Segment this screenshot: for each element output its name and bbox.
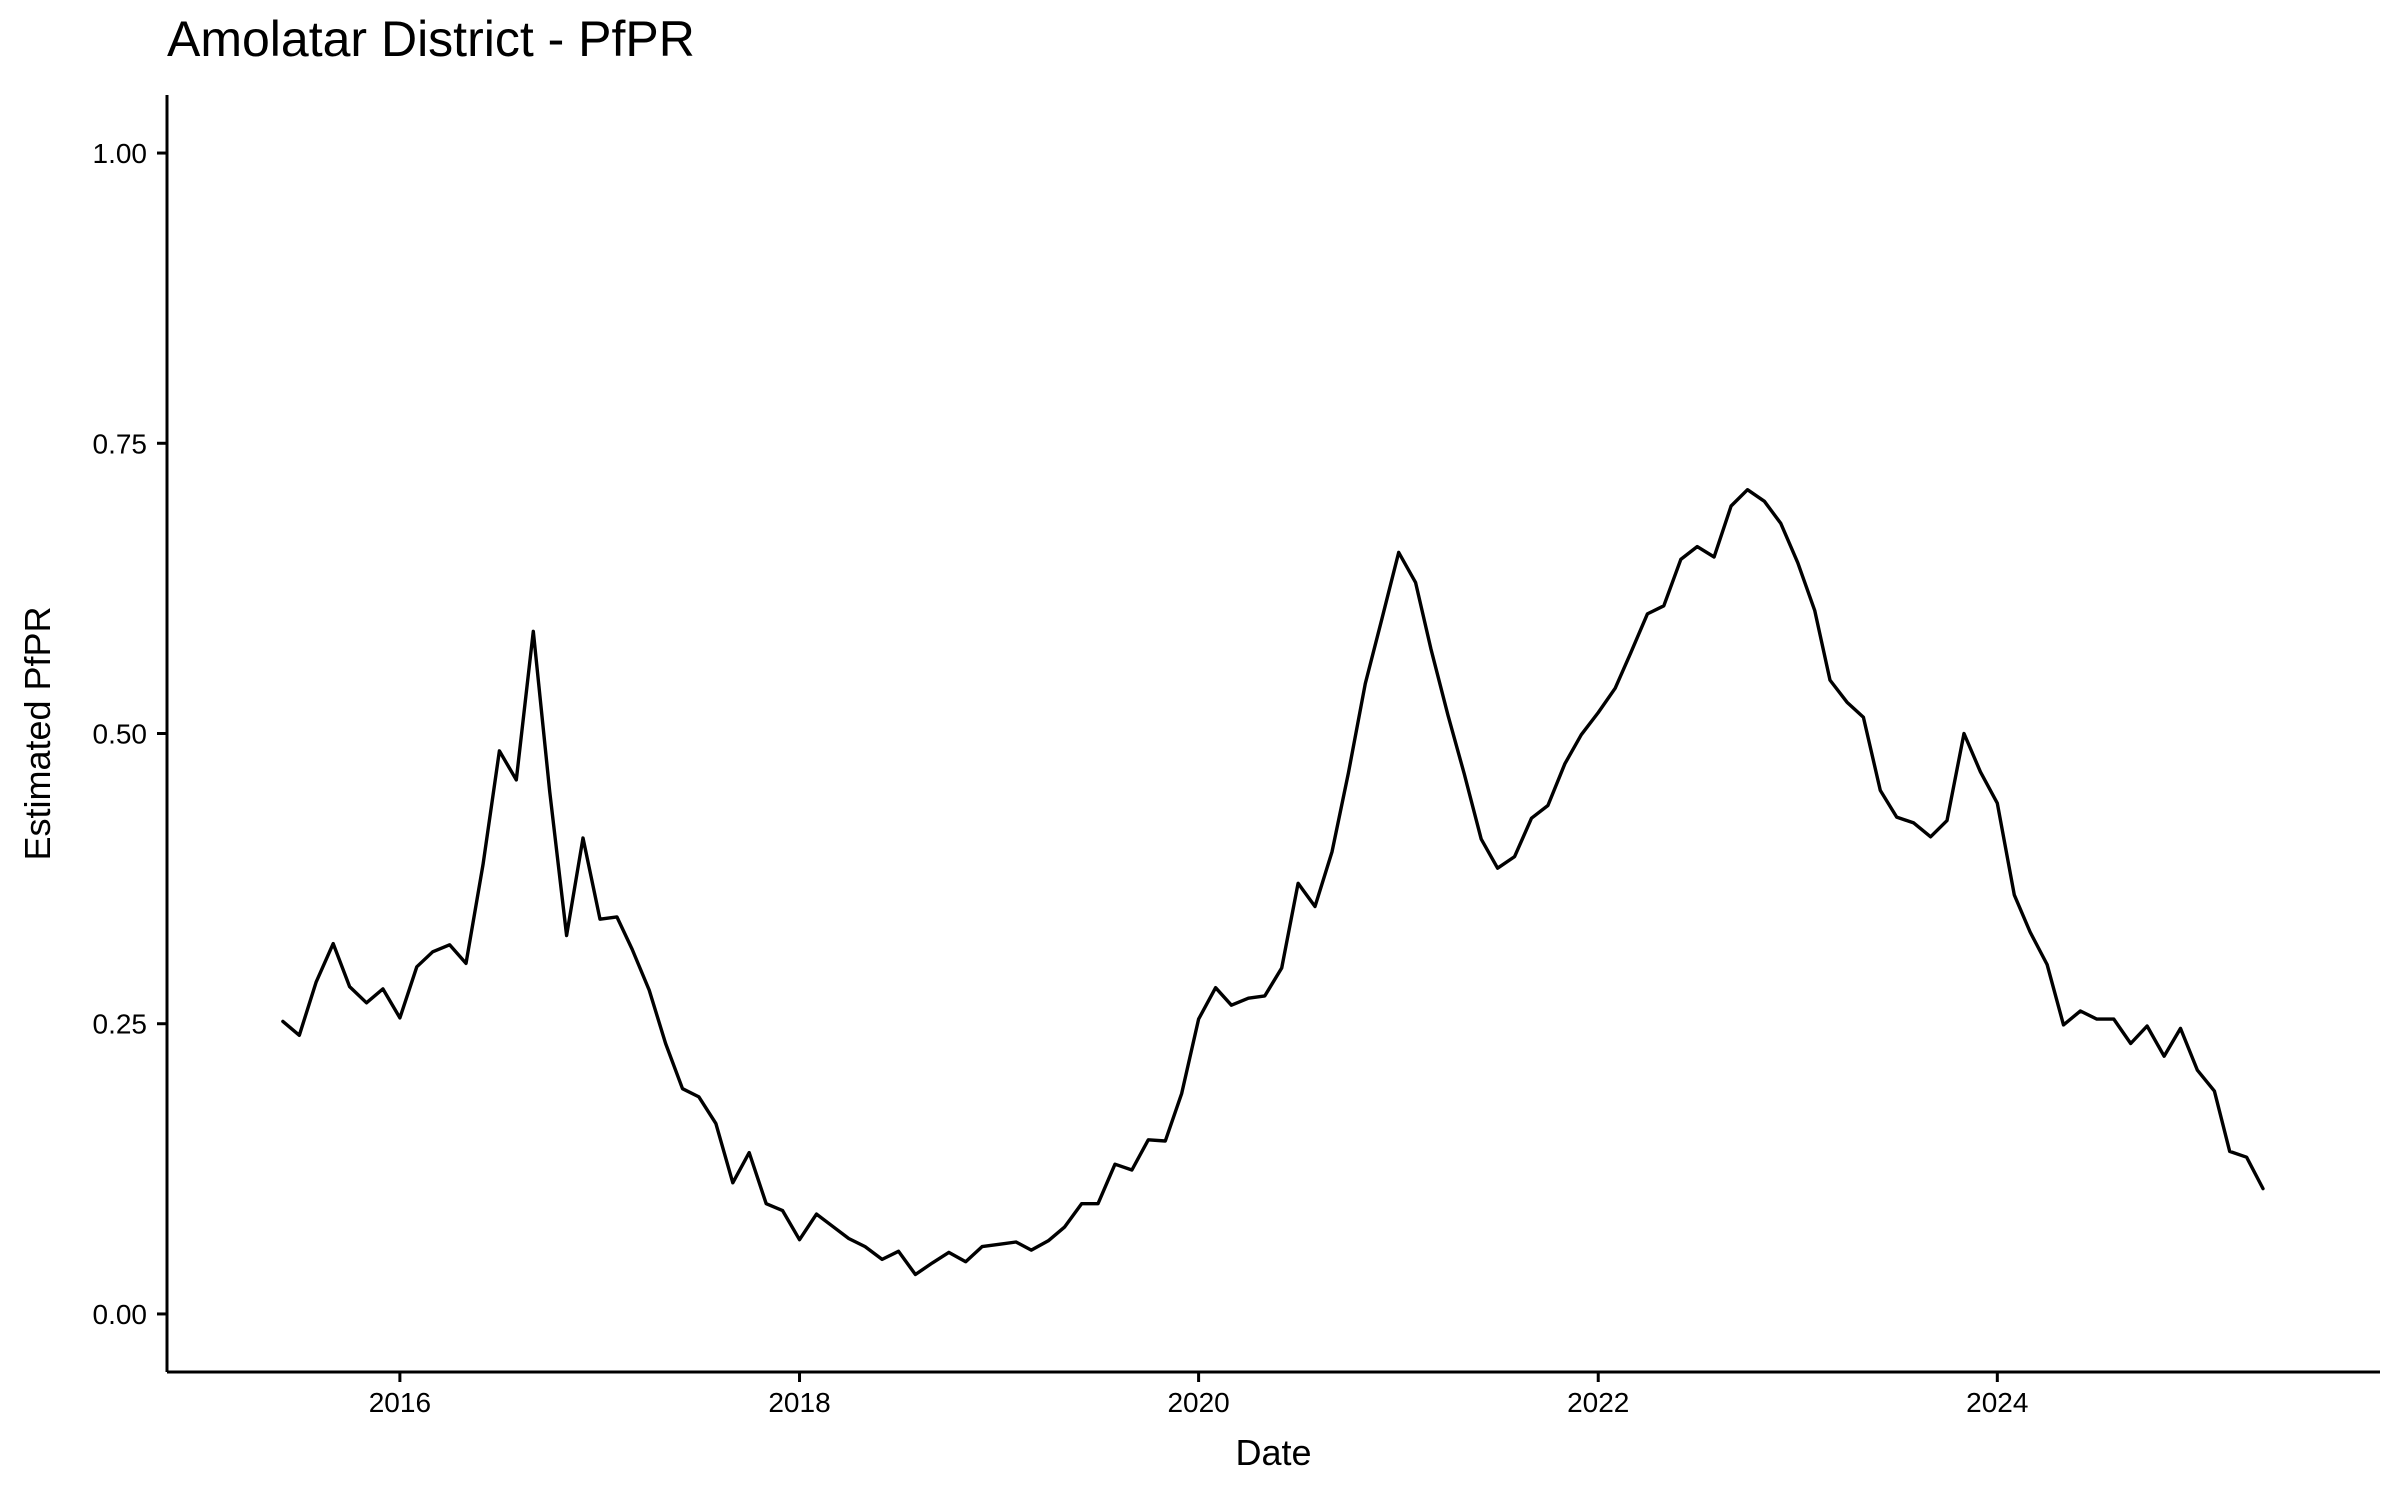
y-tick-label: 0.75 [93,428,148,459]
x-tick-label: 2022 [1567,1387,1629,1418]
x-tick-label: 2016 [369,1387,431,1418]
x-tick-label: 2020 [1167,1387,1229,1418]
x-tick-label: 2018 [768,1387,830,1418]
series-layer [281,488,2265,1277]
x-axis-title: Date [1235,1432,1311,1473]
y-tick-label: 1.00 [93,138,148,169]
chart-title: Amolatar District - PfPR [167,11,695,67]
y-tick-label: 0.00 [93,1299,148,1330]
y-axis-title: Estimated PfPR [17,606,58,860]
x-axis: 2016 2018 2020 2022 2024 [167,1370,2380,1418]
y-axis: 0.00 0.25 0.50 0.75 1.00 [93,95,169,1372]
series-line [281,488,2265,1277]
y-tick-label: 0.25 [93,1009,148,1040]
x-tick-label: 2024 [1966,1387,2028,1418]
y-tick-label: 0.50 [93,719,148,750]
